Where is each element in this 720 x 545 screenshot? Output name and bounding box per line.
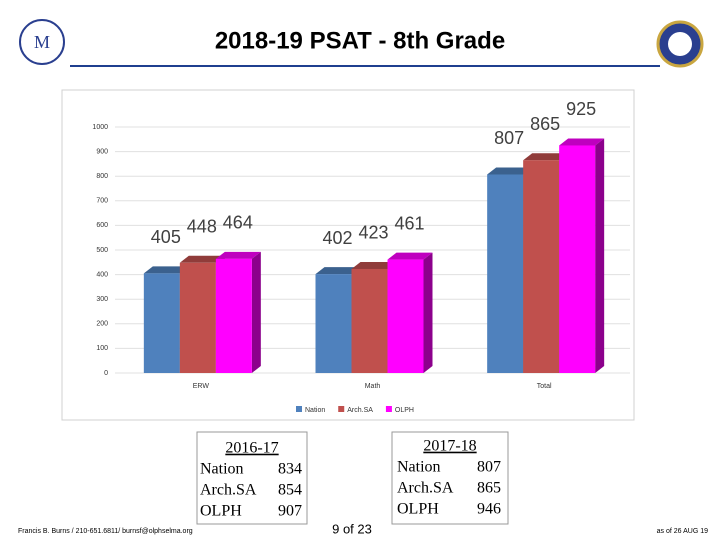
bar-top — [143, 266, 189, 274]
bar — [387, 259, 424, 373]
logo-right-inner — [668, 32, 692, 56]
table-value: 907 — [278, 503, 302, 520]
y-tick-label: 700 — [96, 198, 108, 205]
legend-label: Nation — [305, 407, 325, 414]
bar — [143, 273, 180, 373]
table-label: Arch.SA — [200, 482, 257, 499]
table-label: Nation — [397, 459, 441, 476]
table-value: 807 — [477, 459, 501, 476]
table-title: 2017-18 — [423, 438, 476, 455]
y-tick-label: 400 — [96, 271, 108, 278]
bar-side — [595, 138, 605, 373]
y-tick-label: 800 — [96, 173, 108, 180]
table-box — [196, 431, 308, 525]
bar — [351, 268, 388, 373]
x-tick-label: Math — [365, 383, 381, 390]
bar-top — [315, 267, 361, 275]
data-label: 807 — [494, 128, 524, 148]
bar-top — [523, 153, 569, 161]
logo-left-mark: M — [34, 32, 50, 52]
footer-date: as of 26 AUG 19 — [657, 528, 708, 535]
bar-top — [215, 251, 261, 259]
data-label: 925 — [566, 99, 596, 119]
data-label: 423 — [358, 223, 388, 243]
bar — [215, 258, 252, 373]
table-label: OLPH — [397, 501, 439, 518]
table-value: 854 — [278, 482, 302, 499]
x-tick-label: Total — [537, 383, 552, 390]
table-title: 2016-17 — [225, 440, 278, 457]
bar — [559, 145, 596, 373]
table-value: 865 — [477, 480, 501, 497]
table-value: 946 — [477, 501, 501, 518]
table-value: 834 — [278, 461, 302, 478]
data-label: 464 — [223, 213, 253, 233]
table-label: Nation — [200, 461, 244, 478]
data-label: 402 — [322, 228, 352, 248]
slide-title: 2018-19 PSAT - 8th Grade — [215, 27, 505, 54]
legend-swatch — [338, 406, 345, 412]
legend-label: OLPH — [395, 407, 414, 414]
bar — [179, 262, 216, 373]
bar-top — [559, 138, 605, 146]
bar-top — [351, 261, 397, 269]
y-tick-label: 200 — [96, 321, 108, 328]
page-number: 9 of 23 — [332, 521, 372, 536]
table-2017: 2017-18 Nation 807 Arch.SA 865 OLPH 946 — [391, 431, 509, 525]
legend-swatch — [296, 406, 302, 412]
y-tick-label: 100 — [96, 345, 108, 352]
data-label: 865 — [530, 114, 560, 134]
bar-top — [387, 252, 433, 260]
y-tick-label: 600 — [96, 222, 108, 229]
table-2016: 2016-17 Nation 834 Arch.SA 854 OLPH 907 — [196, 431, 308, 525]
bar-top — [179, 255, 225, 263]
table-box — [391, 431, 509, 525]
bar-side — [423, 252, 433, 373]
chart: 0 100 200 300 400 500 600 700 800 900 1000 ERW 405 44… — [92, 99, 630, 414]
data-label: 448 — [187, 217, 217, 237]
footer-contact: Francis B. Burns / 210-651.6811/ burnsf@… — [18, 528, 193, 535]
x-tick-label: ERW — [193, 383, 210, 390]
table-label: OLPH — [200, 503, 242, 520]
data-label: 461 — [394, 213, 424, 233]
legend-label: Arch.SA — [347, 407, 373, 414]
y-tick-label: 900 — [96, 148, 108, 155]
y-tick-label: 300 — [96, 296, 108, 303]
table-label: Arch.SA — [397, 480, 454, 497]
bar-side — [251, 251, 261, 373]
legend-swatch — [385, 406, 392, 412]
data-label: 405 — [151, 227, 181, 247]
y-tick-label: 0 — [104, 370, 108, 377]
logo-left — [19, 19, 65, 65]
bar — [523, 160, 560, 373]
y-tick-label: 500 — [96, 247, 108, 254]
bar-top — [487, 167, 533, 175]
y-tick-label: 1000 — [92, 124, 108, 131]
bar — [487, 174, 524, 373]
bar — [315, 274, 352, 373]
